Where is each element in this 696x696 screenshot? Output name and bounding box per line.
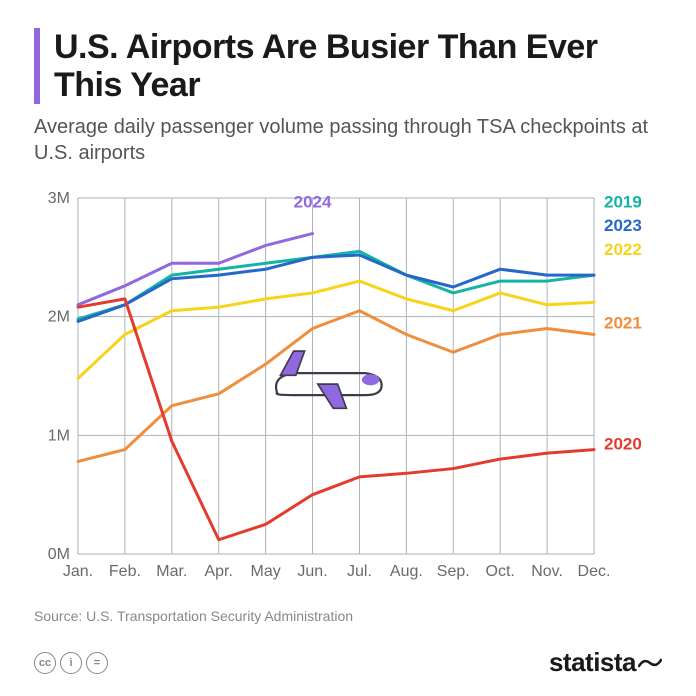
svg-text:3M: 3M [48, 190, 70, 207]
svg-text:2024: 2024 [294, 193, 332, 212]
logo-text: statista [549, 647, 636, 678]
svg-text:2019: 2019 [604, 193, 642, 212]
source-attribution: Source: U.S. Transportation Security Adm… [34, 608, 662, 624]
svg-text:Jul.: Jul. [347, 563, 372, 580]
svg-text:Mar.: Mar. [156, 563, 187, 580]
svg-text:2020: 2020 [604, 435, 642, 454]
logo-wave-icon [638, 656, 662, 670]
svg-text:0M: 0M [48, 546, 70, 563]
svg-text:Feb.: Feb. [109, 563, 141, 580]
subtitle: Average daily passenger volume passing t… [34, 114, 662, 166]
svg-text:2023: 2023 [604, 216, 642, 235]
by-icon: i [60, 652, 82, 674]
cc-icon: cc [34, 652, 56, 674]
title-accent-bar [34, 28, 40, 104]
statista-logo: statista [549, 647, 662, 678]
svg-text:Nov.: Nov. [531, 563, 563, 580]
svg-text:Apr.: Apr. [204, 563, 232, 580]
svg-text:2021: 2021 [604, 314, 642, 333]
svg-text:Jan.: Jan. [63, 563, 93, 580]
line-chart: 0M 1M 2M 3M Jan. Feb. Mar. Apr. May Jun. Jul. Aug. S… [34, 190, 662, 590]
page-title: U.S. Airports Are Busier Than Ever This … [54, 28, 662, 104]
svg-text:Aug.: Aug. [390, 563, 423, 580]
svg-text:Jun.: Jun. [297, 563, 327, 580]
nd-icon: = [86, 652, 108, 674]
svg-text:Oct.: Oct. [486, 563, 515, 580]
svg-text:Sep.: Sep. [437, 563, 470, 580]
svg-text:Dec.: Dec. [578, 563, 611, 580]
cc-license-icons: cc i = [34, 652, 108, 674]
svg-text:1M: 1M [48, 427, 70, 444]
svg-text:2M: 2M [48, 309, 70, 326]
svg-text:2022: 2022 [604, 240, 642, 259]
svg-text:May: May [251, 563, 281, 580]
